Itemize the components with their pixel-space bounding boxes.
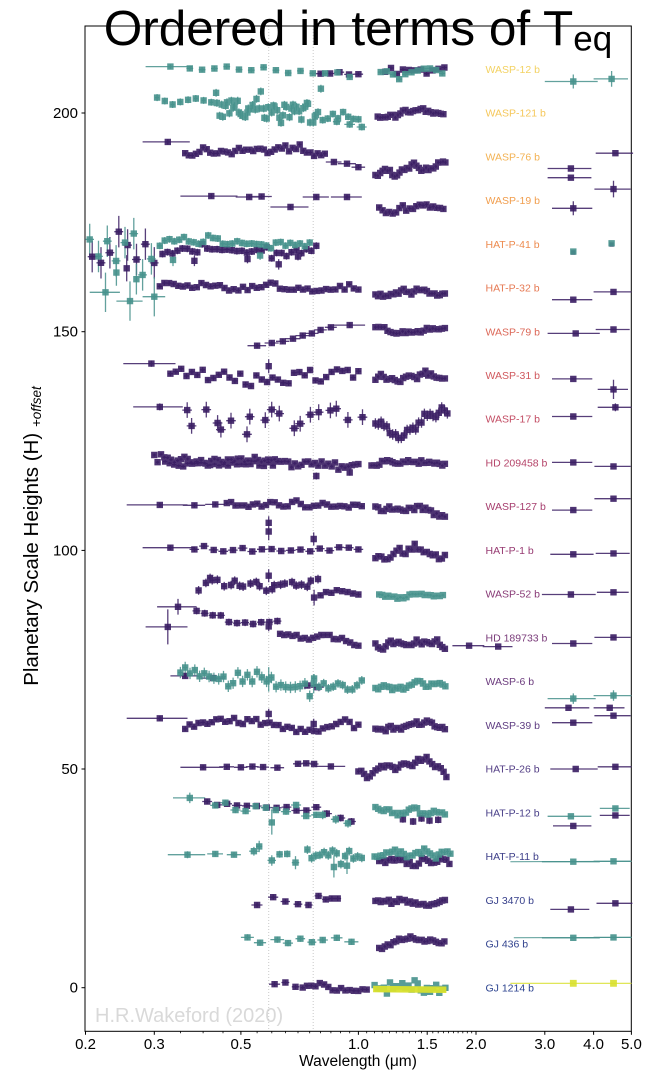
svg-text:1.5: 1.5 — [417, 1036, 438, 1053]
svg-text:0.5: 0.5 — [230, 1036, 251, 1053]
svg-text:GJ 436 b: GJ 436 b — [486, 939, 529, 951]
svg-text:3.0: 3.0 — [534, 1036, 555, 1053]
svg-text:WASP-127 b: WASP-127 b — [486, 501, 546, 513]
svg-text:WASP-6 b: WASP-6 b — [486, 676, 535, 688]
svg-text:WASP-76 b: WASP-76 b — [486, 151, 541, 163]
svg-text:WASP-31 b: WASP-31 b — [486, 370, 541, 382]
svg-text:HD 189733 b: HD 189733 b — [486, 632, 548, 644]
svg-text:HAT-P-12 b: HAT-P-12 b — [486, 807, 540, 819]
svg-text:WASP-79 b: WASP-79 b — [486, 326, 541, 338]
svg-text:HAT-P-41 b: HAT-P-41 b — [486, 239, 540, 251]
svg-text:HD 209458 b: HD 209458 b — [486, 458, 548, 470]
svg-text:WASP-39 b: WASP-39 b — [486, 720, 541, 732]
svg-text:GJ 1214 b: GJ 1214 b — [486, 982, 535, 994]
svg-text:HAT-P-26 b: HAT-P-26 b — [486, 764, 540, 776]
svg-text:1.0: 1.0 — [348, 1036, 369, 1053]
svg-text:5.0: 5.0 — [621, 1036, 642, 1053]
svg-text:0: 0 — [70, 980, 78, 997]
svg-text:HAT-P-11 b: HAT-P-11 b — [486, 851, 539, 863]
svg-text:Ordered in terms of Teq: Ordered in terms of Teq — [104, 1, 612, 59]
svg-text:HAT-P-1 b: HAT-P-1 b — [486, 545, 534, 557]
svg-text:Planetary Scale Heights (H) +o: Planetary Scale Heights (H) +offset — [20, 385, 44, 686]
svg-text:HAT-P-32 b: HAT-P-32 b — [486, 283, 540, 295]
svg-text:Wavelength (μm): Wavelength (μm) — [299, 1053, 417, 1070]
svg-text:2.0: 2.0 — [466, 1036, 487, 1053]
svg-text:GJ 3470 b: GJ 3470 b — [486, 895, 535, 907]
svg-text:200: 200 — [53, 105, 78, 122]
svg-text:WASP-52 b: WASP-52 b — [486, 589, 541, 601]
svg-text:100: 100 — [53, 542, 78, 559]
svg-text:0.3: 0.3 — [144, 1036, 165, 1053]
svg-text:4.0: 4.0 — [583, 1036, 604, 1053]
svg-text:H.R.Wakeford (2020): H.R.Wakeford (2020) — [95, 1005, 283, 1027]
svg-text:WASP-12 b: WASP-12 b — [486, 64, 541, 76]
svg-text:0.2: 0.2 — [75, 1036, 96, 1053]
svg-text:150: 150 — [53, 324, 78, 341]
svg-text:WASP-19 b: WASP-19 b — [486, 195, 541, 207]
svg-text:WASP-17 b: WASP-17 b — [486, 414, 541, 426]
svg-text:50: 50 — [61, 761, 78, 778]
svg-text:WASP-121 b: WASP-121 b — [486, 108, 546, 120]
